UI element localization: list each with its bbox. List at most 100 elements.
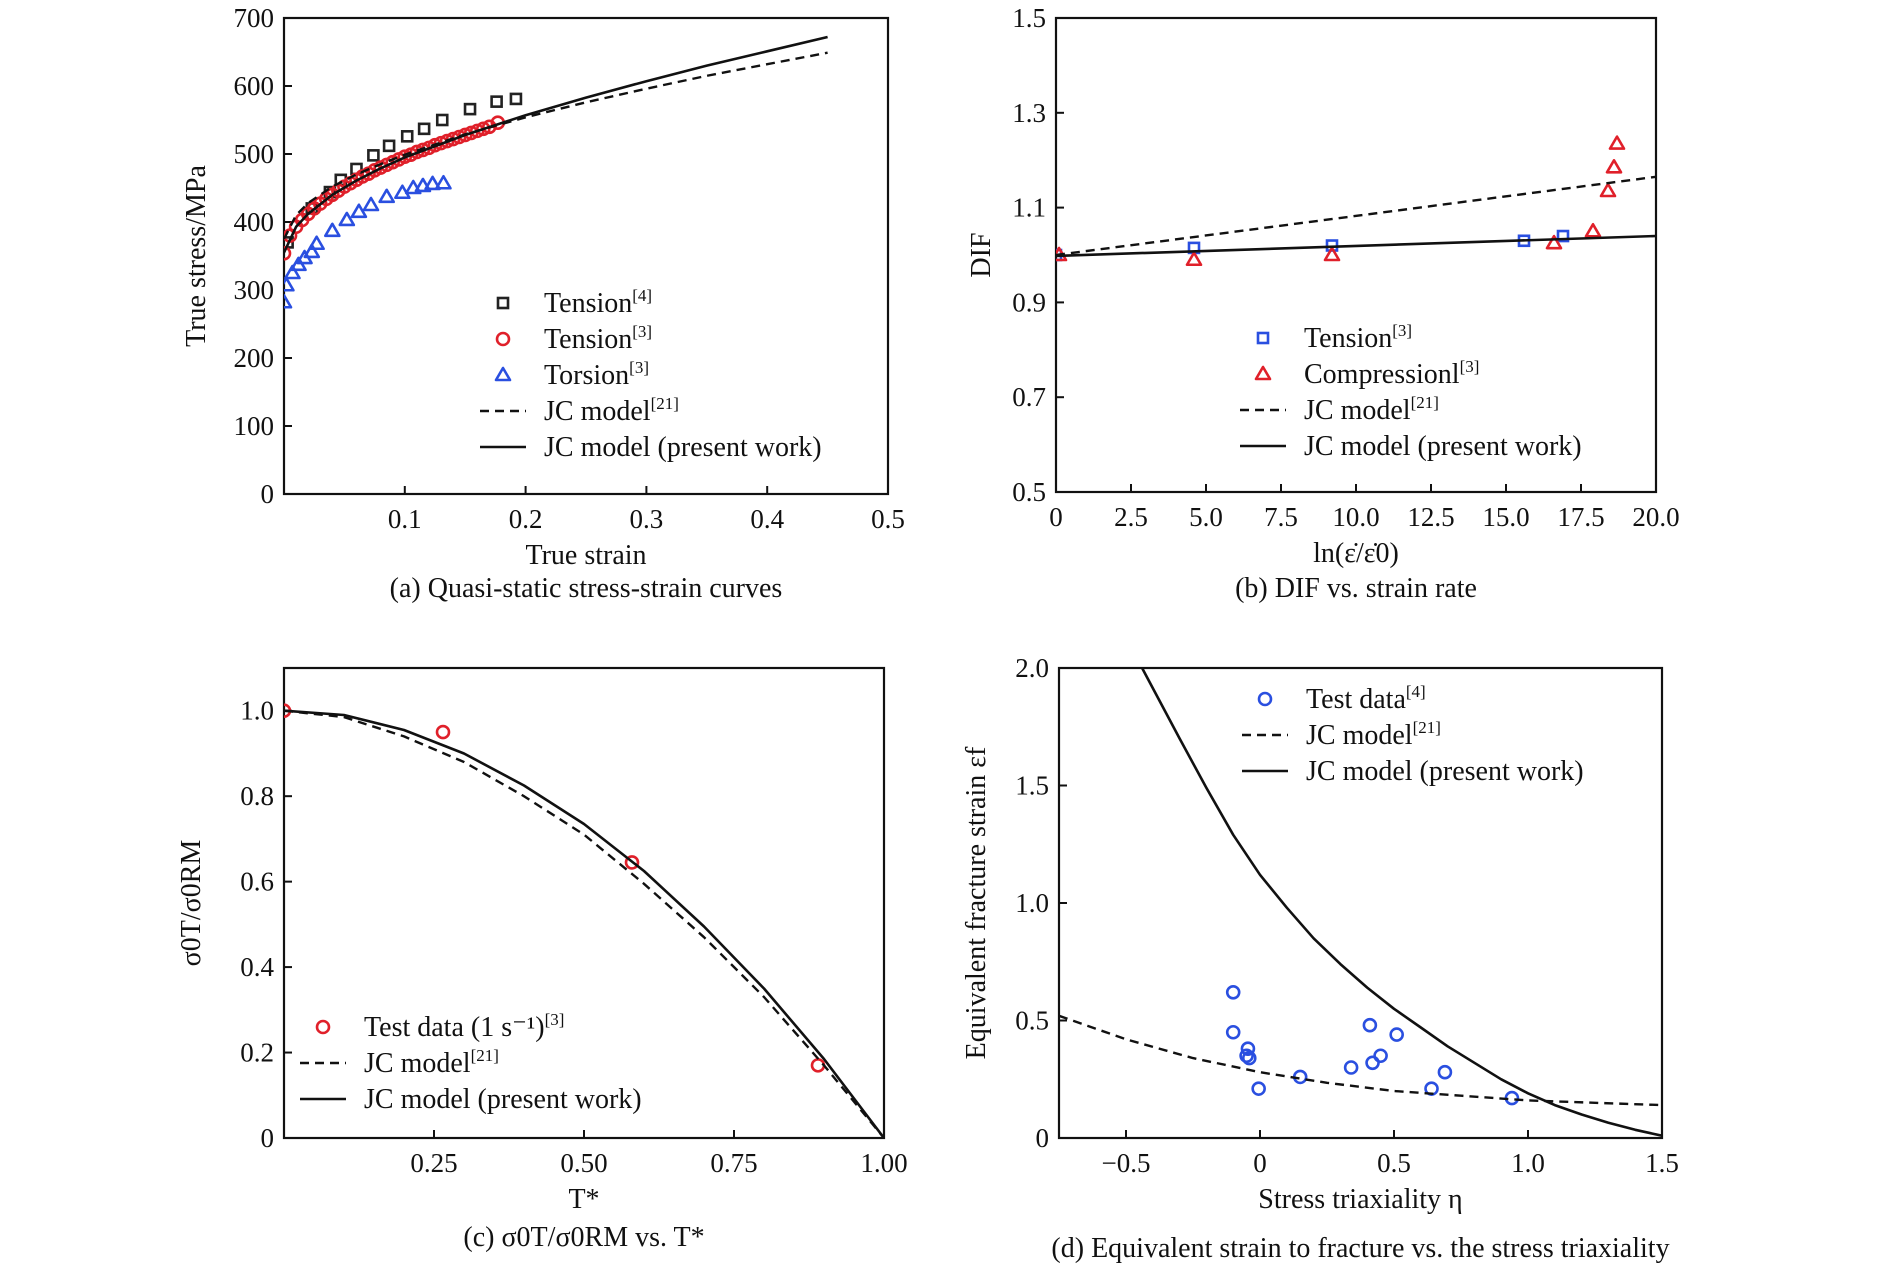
data-point [324,222,341,238]
legend: Tension[3]Compressionl[3]JC model[21] JC … [1240,321,1582,462]
data-point [435,724,451,740]
square-marker-icon [1256,331,1270,345]
chart-panel-c: 0.25 0.50 0.75 1.00 0 0.2 0.4 0.6 0.8 1.0 T* σ0T/σ0… [176,666,908,1253]
x-tick-label: 0.4 [750,504,784,534]
y-tick-label: 0.4 [240,952,274,982]
legend-label: Tension[4] [544,286,652,319]
data-point [509,92,523,106]
x-axis-label: ln(ε̇/ε̇0) [1313,538,1399,569]
legend-label: JC model (present work) [1304,431,1582,462]
legend-item: JC model (present work) [300,1084,642,1115]
legend-item: Test data[4] [1257,682,1426,715]
y-tick-label: 0.8 [240,781,274,811]
y-tick-label: 1.5 [1012,3,1046,33]
x-tick-label: 0.2 [509,504,543,534]
x-axis-label: T* [568,1184,599,1215]
plot-area [1056,135,1656,267]
data-point [350,203,368,219]
data-point [463,102,477,116]
data-point [1389,1027,1404,1042]
data-point [417,122,431,136]
legend-label: Compressionl[3] [1304,357,1479,390]
y-tick-label: 1.1 [1012,193,1046,223]
legend-item: Tension[3] [1256,321,1412,354]
chart-panel-d: −0.5 0 0.5 1.0 1.5 0 0.5 1.0 1.5 2.0 Stress triaxi… [961,653,1679,1264]
jc-model-present-line [284,709,884,1138]
y-tick-label: 0 [1036,1123,1050,1153]
x-tick-label: 0.5 [871,504,905,534]
legend-label: Torsion[3] [544,358,649,391]
circle-marker-icon [1257,691,1273,707]
legend-item: Test data (1 s⁻¹)[3] [315,1010,564,1043]
data-point [424,175,441,191]
legend-label: Tension[3] [1304,321,1412,354]
legend: Tension[4]Tension[3]Torsion[3]JC model[2… [480,286,822,463]
y-tick-label: 0 [261,1123,275,1153]
chart-panel-b: 0 2.5 5.0 7.5 10.0 12.5 15.0 17.5 20.0 0.5 0.7 0.9 1… [966,3,1680,604]
circle-marker-icon [315,1019,331,1035]
legend-label: JC model (present work) [544,432,822,463]
data-point [1365,1055,1380,1071]
data-point [435,113,449,127]
y-tick-label: 1.0 [1015,888,1049,918]
y-axis-label: Equivalent fracture strain εf [961,746,992,1059]
data-point [1556,229,1570,243]
y-tick-label: 500 [234,139,275,169]
y-tick-label: 1.5 [1015,771,1049,801]
data-point [624,855,640,870]
x-tick-label: 1.5 [1645,1148,1679,1178]
y-tick-label: 0.7 [1012,382,1046,412]
y-tick-label: 2.0 [1015,653,1049,683]
jc-model-21-line [284,51,828,240]
data-point [400,130,414,143]
x-tick-label: 0.75 [710,1148,757,1178]
data-point [362,196,380,212]
data-point [382,139,396,153]
plot-frame [282,16,890,496]
jc-model-21-line [284,709,884,1138]
jc-model-21-line [1056,175,1656,257]
legend-label: JC model[21] [364,1046,499,1079]
y-tick-label: 300 [234,275,275,305]
y-axis-label: DIF [966,232,997,277]
x-tick-label: 15.0 [1482,502,1529,532]
data-point [1608,135,1626,150]
circle-marker-icon [495,331,511,347]
y-tick-label: 0.5 [1012,477,1046,507]
x-tick-label: 0.5 [1377,1148,1411,1178]
data-point [1323,246,1341,262]
x-tick-label: 1.00 [860,1148,907,1178]
legend-item: Compressionl[3] [1254,357,1479,390]
data-point [1437,1064,1453,1080]
x-tick-label: 0.25 [410,1148,457,1178]
data-point [1251,1081,1266,1096]
y-tick-label: 0 [261,479,275,509]
y-tick-label: 700 [234,3,275,33]
data-point [490,95,503,108]
x-tick-label: −0.5 [1102,1148,1151,1178]
chart-panel-a: 0.1 0.2 0.3 0.4 0.5 0 100 200 300 400 500 600 700 Tru… [181,3,905,604]
y-axis-label: σ0T/σ0RM [176,840,207,967]
x-tick-label: 1.0 [1511,1148,1545,1178]
legend-item: JC model[21] [1242,718,1441,751]
x-tick-label: 0.3 [630,504,664,534]
legend-label: Tension[3] [544,322,652,355]
y-tick-label: 1.3 [1012,98,1046,128]
legend-label: JC model[21] [1304,393,1439,426]
data-point [1240,1041,1256,1056]
x-tick-label: 20.0 [1632,502,1679,532]
data-point [1545,234,1563,250]
panel-caption: (d) Equivalent strain to fracture vs. th… [1051,1233,1669,1264]
legend-item: JC model[21] [1240,393,1439,426]
square-marker-icon [496,296,510,310]
data-point [1241,1050,1257,1066]
y-tick-label: 400 [234,207,275,237]
x-tick-label: 17.5 [1557,502,1604,532]
data-point [378,188,395,204]
jc-model-present-line [284,35,828,254]
x-tick-label: 0 [1049,502,1063,532]
x-axis-label: Stress triaxiality η [1258,1184,1462,1215]
data-point [810,1058,826,1073]
x-tick-label: 0 [1253,1148,1267,1178]
data-point [435,174,452,190]
